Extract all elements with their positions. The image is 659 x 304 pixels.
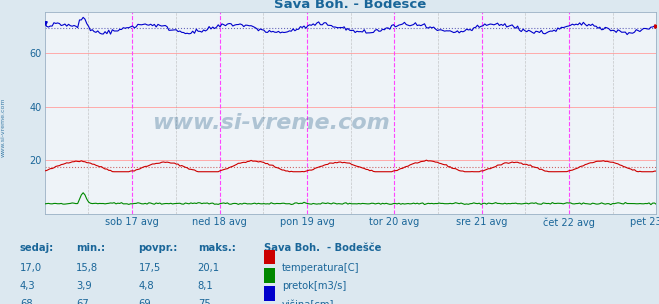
Text: www.si-vreme.com: www.si-vreme.com [1,98,6,157]
Text: 17,0: 17,0 [20,263,42,273]
Text: 4,8: 4,8 [138,281,154,291]
Text: 20,1: 20,1 [198,263,220,273]
Text: 75: 75 [198,299,210,304]
Text: sedaj:: sedaj: [20,243,54,253]
Text: povpr.:: povpr.: [138,243,178,253]
Text: 15,8: 15,8 [76,263,98,273]
Title: Sava Boh. - Bodešče: Sava Boh. - Bodešče [274,0,427,11]
Text: www.si-vreme.com: www.si-vreme.com [152,113,390,133]
Text: min.:: min.: [76,243,105,253]
Text: 69: 69 [138,299,151,304]
Text: 4,3: 4,3 [20,281,36,291]
Text: 8,1: 8,1 [198,281,214,291]
Text: 67: 67 [76,299,88,304]
Text: 17,5: 17,5 [138,263,161,273]
Text: 68: 68 [20,299,32,304]
Text: temperatura[C]: temperatura[C] [282,263,360,273]
Text: maks.:: maks.: [198,243,235,253]
Text: 3,9: 3,9 [76,281,92,291]
Text: pretok[m3/s]: pretok[m3/s] [282,281,346,291]
Text: višina[cm]: višina[cm] [282,299,334,304]
Text: Sava Boh.  - Bodešče: Sava Boh. - Bodešče [264,243,381,253]
